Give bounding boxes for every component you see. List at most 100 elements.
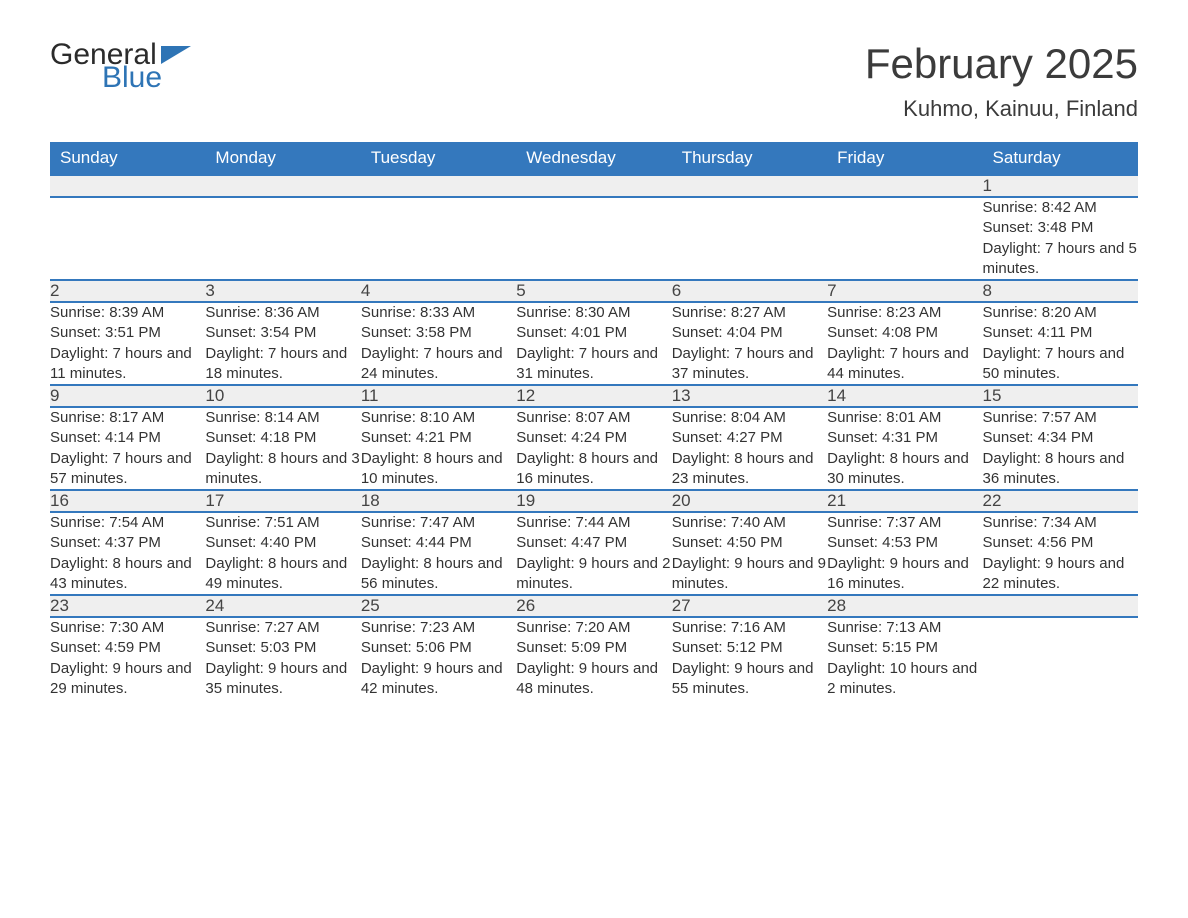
day-cell: Sunrise: 8:20 AMSunset: 4:11 PMDaylight:… (983, 302, 1138, 385)
day-number: 28 (827, 595, 982, 617)
daylight-text: Daylight: 8 hours and 30 minutes. (827, 449, 982, 490)
day-data-row: Sunrise: 8:17 AMSunset: 4:14 PMDaylight:… (50, 407, 1138, 490)
daylight-text: Daylight: 7 hours and 50 minutes. (983, 344, 1138, 385)
sunrise-text: Sunrise: 8:20 AM (983, 303, 1138, 323)
sunrise-text: Sunrise: 8:30 AM (516, 303, 671, 323)
sunset-text: Sunset: 4:44 PM (361, 533, 516, 553)
sunset-text: Sunset: 4:53 PM (827, 533, 982, 553)
day-number: 7 (827, 280, 982, 302)
sunset-text: Sunset: 5:03 PM (205, 638, 360, 658)
sunset-text: Sunset: 3:58 PM (361, 323, 516, 343)
sunrise-text: Sunrise: 7:34 AM (983, 513, 1138, 533)
day-number: 27 (672, 595, 827, 617)
daylight-text: Daylight: 7 hours and 31 minutes. (516, 344, 671, 385)
day-cell: Sunrise: 8:23 AMSunset: 4:08 PMDaylight:… (827, 302, 982, 385)
day-number: 24 (205, 595, 360, 617)
day-cell: Sunrise: 8:27 AMSunset: 4:04 PMDaylight:… (672, 302, 827, 385)
day-cell: Sunrise: 8:39 AMSunset: 3:51 PMDaylight:… (50, 302, 205, 385)
day-cell: Sunrise: 7:27 AMSunset: 5:03 PMDaylight:… (205, 617, 360, 699)
day-cell: Sunrise: 8:01 AMSunset: 4:31 PMDaylight:… (827, 407, 982, 490)
day-cell: Sunrise: 8:14 AMSunset: 4:18 PMDaylight:… (205, 407, 360, 490)
day-cell: Sunrise: 7:16 AMSunset: 5:12 PMDaylight:… (672, 617, 827, 699)
empty-cell (672, 175, 827, 197)
sunset-text: Sunset: 4:31 PM (827, 428, 982, 448)
empty-cell (205, 197, 360, 280)
daylight-text: Daylight: 7 hours and 24 minutes. (361, 344, 516, 385)
day-number: 14 (827, 385, 982, 407)
empty-cell (50, 175, 205, 197)
day-cell: Sunrise: 7:40 AMSunset: 4:50 PMDaylight:… (672, 512, 827, 595)
sunrise-text: Sunrise: 8:42 AM (983, 198, 1138, 218)
sunset-text: Sunset: 4:08 PM (827, 323, 982, 343)
daylight-text: Daylight: 9 hours and 9 minutes. (672, 554, 827, 595)
daylight-text: Daylight: 8 hours and 56 minutes. (361, 554, 516, 595)
sunset-text: Sunset: 5:09 PM (516, 638, 671, 658)
day-cell: Sunrise: 7:13 AMSunset: 5:15 PMDaylight:… (827, 617, 982, 699)
sunset-text: Sunset: 4:01 PM (516, 323, 671, 343)
sunset-text: Sunset: 4:34 PM (983, 428, 1138, 448)
sunset-text: Sunset: 4:27 PM (672, 428, 827, 448)
daylight-text: Daylight: 7 hours and 18 minutes. (205, 344, 360, 385)
day-cell: Sunrise: 7:54 AMSunset: 4:37 PMDaylight:… (50, 512, 205, 595)
sunrise-text: Sunrise: 8:10 AM (361, 408, 516, 428)
sunrise-text: Sunrise: 7:57 AM (983, 408, 1138, 428)
day-cell: Sunrise: 7:23 AMSunset: 5:06 PMDaylight:… (361, 617, 516, 699)
day-cell: Sunrise: 7:20 AMSunset: 5:09 PMDaylight:… (516, 617, 671, 699)
day-cell: Sunrise: 7:51 AMSunset: 4:40 PMDaylight:… (205, 512, 360, 595)
sunset-text: Sunset: 3:48 PM (983, 218, 1138, 238)
day-data-row: Sunrise: 7:30 AMSunset: 4:59 PMDaylight:… (50, 617, 1138, 699)
weekday-header: Tuesday (361, 142, 516, 175)
day-cell: Sunrise: 8:30 AMSunset: 4:01 PMDaylight:… (516, 302, 671, 385)
sunrise-text: Sunrise: 8:04 AM (672, 408, 827, 428)
empty-cell (50, 197, 205, 280)
day-number: 12 (516, 385, 671, 407)
day-number: 21 (827, 490, 982, 512)
empty-cell (983, 595, 1138, 617)
empty-cell (516, 175, 671, 197)
daylight-text: Daylight: 8 hours and 36 minutes. (983, 449, 1138, 490)
daylight-text: Daylight: 8 hours and 43 minutes. (50, 554, 205, 595)
sunrise-text: Sunrise: 7:47 AM (361, 513, 516, 533)
calendar-body: 1 Sunrise: 8:42 AMSunset: 3:48 PMDayligh… (50, 175, 1138, 699)
daylight-text: Daylight: 8 hours and 16 minutes. (516, 449, 671, 490)
day-number: 8 (983, 280, 1138, 302)
day-data-row: Sunrise: 7:54 AMSunset: 4:37 PMDaylight:… (50, 512, 1138, 595)
daylight-text: Daylight: 9 hours and 22 minutes. (983, 554, 1138, 595)
day-cell: Sunrise: 7:44 AMSunset: 4:47 PMDaylight:… (516, 512, 671, 595)
daylight-text: Daylight: 9 hours and 35 minutes. (205, 659, 360, 700)
sunrise-text: Sunrise: 7:44 AM (516, 513, 671, 533)
sunrise-text: Sunrise: 8:27 AM (672, 303, 827, 323)
day-number: 22 (983, 490, 1138, 512)
calendar-table: Sunday Monday Tuesday Wednesday Thursday… (50, 142, 1138, 699)
sunrise-text: Sunrise: 7:51 AM (205, 513, 360, 533)
sunset-text: Sunset: 4:59 PM (50, 638, 205, 658)
sunset-text: Sunset: 4:50 PM (672, 533, 827, 553)
sunset-text: Sunset: 4:04 PM (672, 323, 827, 343)
day-cell: Sunrise: 7:30 AMSunset: 4:59 PMDaylight:… (50, 617, 205, 699)
weekday-header: Thursday (672, 142, 827, 175)
sunset-text: Sunset: 4:47 PM (516, 533, 671, 553)
day-number: 9 (50, 385, 205, 407)
daylight-text: Daylight: 9 hours and 48 minutes. (516, 659, 671, 700)
day-cell: Sunrise: 8:04 AMSunset: 4:27 PMDaylight:… (672, 407, 827, 490)
sunrise-text: Sunrise: 8:23 AM (827, 303, 982, 323)
daylight-text: Daylight: 7 hours and 5 minutes. (983, 239, 1138, 280)
sunset-text: Sunset: 4:21 PM (361, 428, 516, 448)
sunrise-text: Sunrise: 8:36 AM (205, 303, 360, 323)
daylight-text: Daylight: 7 hours and 37 minutes. (672, 344, 827, 385)
daylight-text: Daylight: 8 hours and 49 minutes. (205, 554, 360, 595)
sunset-text: Sunset: 4:14 PM (50, 428, 205, 448)
day-number: 13 (672, 385, 827, 407)
sunrise-text: Sunrise: 7:23 AM (361, 618, 516, 638)
day-number-row: 2345678 (50, 280, 1138, 302)
logo-text-blue: Blue (102, 64, 191, 93)
day-cell: Sunrise: 8:07 AMSunset: 4:24 PMDaylight:… (516, 407, 671, 490)
day-number: 20 (672, 490, 827, 512)
daylight-text: Daylight: 9 hours and 16 minutes. (827, 554, 982, 595)
empty-cell (205, 175, 360, 197)
empty-cell (827, 175, 982, 197)
logo-flag-icon (161, 46, 191, 64)
day-number-row: 9101112131415 (50, 385, 1138, 407)
day-number: 23 (50, 595, 205, 617)
sunset-text: Sunset: 4:56 PM (983, 533, 1138, 553)
